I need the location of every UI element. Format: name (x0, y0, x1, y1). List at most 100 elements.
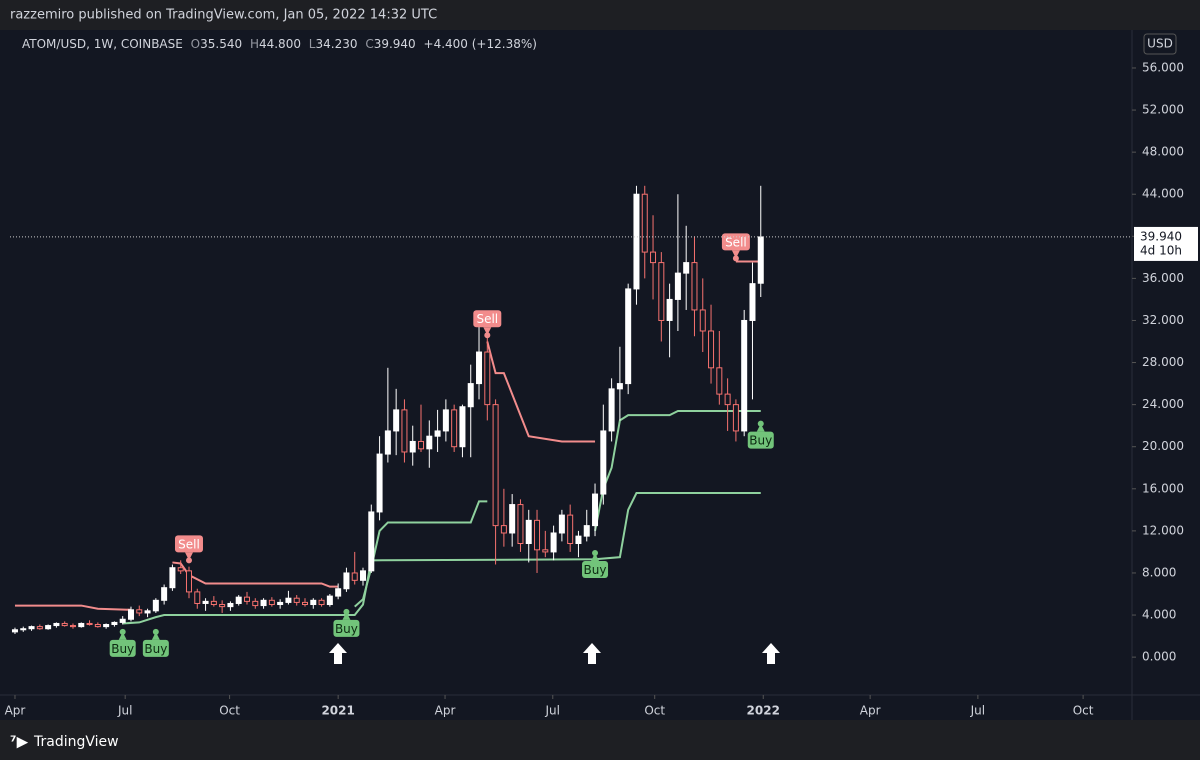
candle-body (351, 572, 358, 581)
candle-body (517, 504, 524, 545)
candle-body (716, 367, 723, 395)
candle-body (401, 409, 408, 453)
signal-label: Sell (725, 235, 747, 249)
y-tick-label: 36.000 (1142, 271, 1184, 285)
candle-body (285, 597, 292, 603)
candle-body (194, 591, 201, 604)
y-tick-label: 16.000 (1142, 481, 1184, 495)
candle-body (376, 453, 383, 513)
signal-pointer (342, 611, 351, 620)
candle-body (442, 409, 449, 432)
candle-body (658, 262, 665, 321)
candle-body (202, 600, 209, 604)
candle-body (326, 595, 333, 606)
y-tick-label: 48.000 (1142, 145, 1184, 159)
bottom-bar (0, 720, 1200, 760)
up-arrow (583, 643, 601, 664)
indicator-line (14, 604, 132, 611)
x-tick-label: Oct (219, 704, 240, 718)
x-tick-label: Apr (5, 704, 26, 718)
signal-box (582, 560, 609, 578)
candle-body (542, 549, 549, 553)
candle-body (567, 514, 574, 545)
candle-body (583, 525, 590, 537)
candle-body (335, 588, 342, 597)
price-tag-value: 39.940 (1140, 229, 1182, 243)
candle-body (749, 283, 756, 321)
candle-body (78, 622, 85, 628)
legend-value: 35.540 (200, 37, 242, 51)
candle-body (592, 493, 599, 527)
candle-body (451, 409, 458, 448)
legend-label: L (309, 37, 316, 51)
candle-body (650, 251, 657, 264)
signal-label: Buy (335, 622, 358, 636)
y-tick-label: 20.000 (1142, 439, 1184, 453)
candle-body (691, 262, 698, 311)
candle-body (575, 535, 582, 545)
currency-box[interactable] (1143, 33, 1177, 55)
legend-value: 44.800 (259, 37, 301, 51)
y-tick-label: 28.000 (1142, 355, 1184, 369)
candle-body (434, 430, 441, 437)
signal-box (747, 431, 774, 449)
candle-body (252, 600, 259, 607)
candle-body (476, 351, 483, 385)
price-tag (1134, 226, 1198, 261)
candle-body (86, 622, 93, 626)
candle-body (674, 272, 681, 300)
signal-pointer (731, 250, 740, 259)
candle-body (277, 601, 284, 606)
candle-body (459, 406, 466, 448)
candle-body (741, 319, 748, 432)
candle-body (169, 567, 176, 589)
indicator-line (354, 500, 488, 608)
candle-body (708, 330, 715, 369)
signal-box (473, 310, 502, 328)
candle-body (534, 519, 541, 551)
up-arrow (329, 643, 347, 664)
arrows (329, 643, 780, 664)
signal-box (174, 535, 203, 553)
signal-pointer (151, 631, 160, 640)
candle-body (608, 388, 615, 432)
candle-body (219, 604, 226, 608)
signal-box (721, 233, 750, 251)
candle-body (69, 625, 76, 628)
y-tick-label: 56.000 (1142, 60, 1184, 74)
legend-symbol: ATOM/USD, 1W, COINBASE (22, 37, 183, 51)
candle-body (144, 610, 151, 614)
candle-body (368, 511, 375, 572)
y-tick-label: 4.000 (1142, 608, 1176, 622)
price-tag-countdown: 4d 10h (1140, 243, 1182, 257)
candle-body (757, 236, 764, 284)
indicator-line (122, 492, 761, 625)
x-tick-label: Oct (644, 704, 665, 718)
candle-body (185, 570, 192, 593)
signal-pointer (591, 552, 600, 561)
candle-body (210, 600, 217, 606)
signal-label: Buy (111, 642, 134, 656)
candle-body (227, 602, 234, 608)
candle-body (384, 430, 391, 455)
y-tick-label: 0.000 (1142, 650, 1176, 664)
currency[interactable]: USD (1147, 37, 1173, 51)
logo: ⁷▶ (10, 733, 29, 751)
indicator-line (486, 341, 596, 443)
candle-body (36, 626, 43, 630)
candle-body (558, 514, 565, 534)
signal-box (109, 639, 136, 657)
candle-body (484, 351, 491, 406)
candle-body (243, 596, 250, 602)
y-tick-label: 12.000 (1142, 523, 1184, 537)
candle-body (500, 525, 507, 534)
candle-body (53, 622, 60, 627)
legend-value: 34.230 (315, 37, 357, 51)
candle-body (11, 629, 18, 633)
candle-body (683, 262, 690, 274)
candle-body (525, 519, 532, 545)
candle-body (94, 624, 101, 628)
candle-body (418, 440, 425, 450)
x-tick-label: Oct (1073, 704, 1094, 718)
